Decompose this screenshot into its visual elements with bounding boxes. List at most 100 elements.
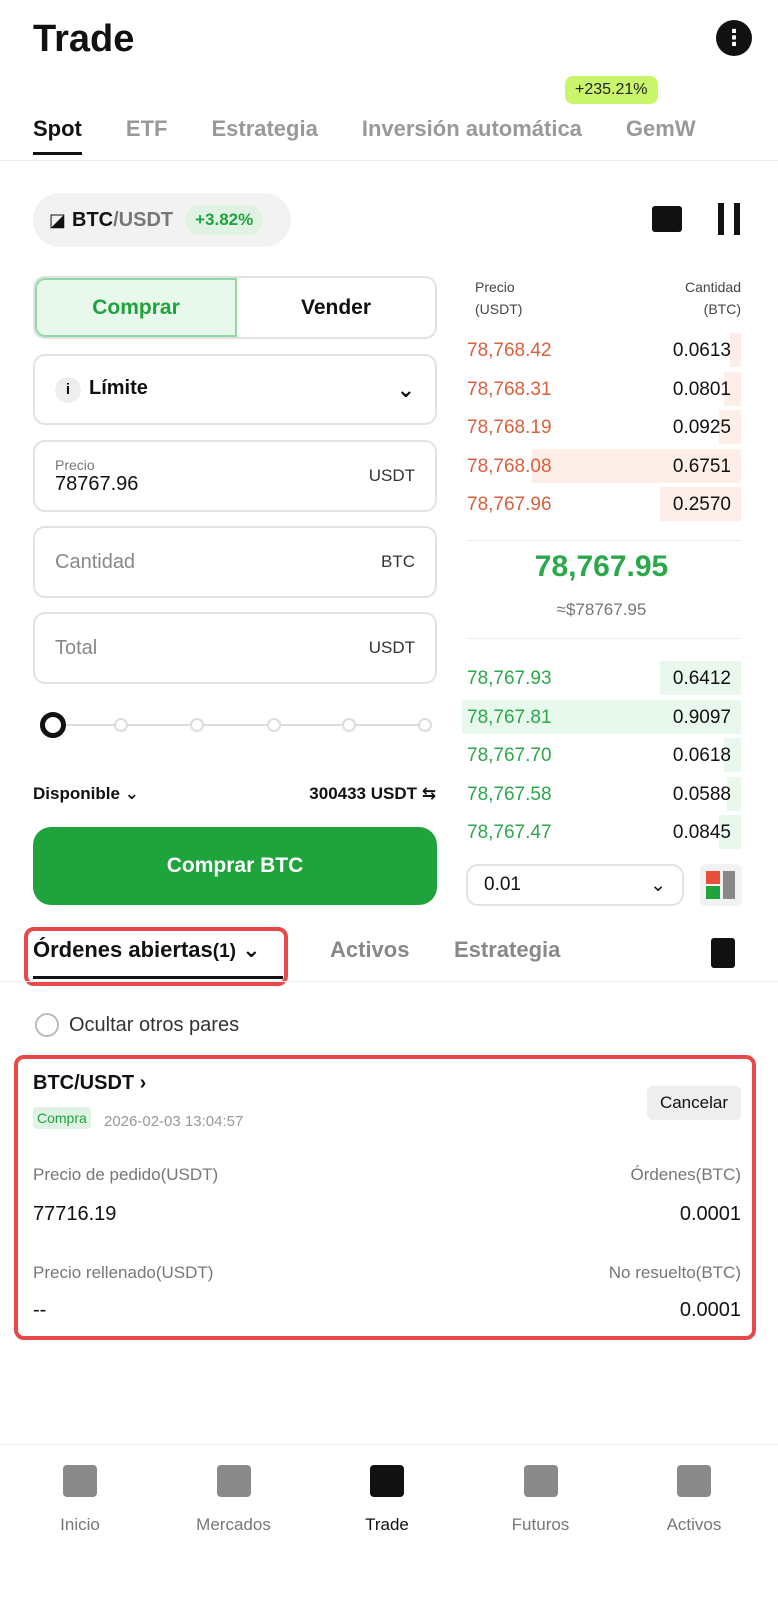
nav-item-mercados[interactable]: Mercados: [174, 1465, 294, 1535]
total-input[interactable]: Total USDT: [33, 612, 437, 684]
ask-qty: 0.2570: [672, 494, 731, 515]
filled-price-value: --: [33, 1299, 47, 1321]
depth-bar: [729, 333, 741, 367]
depth-bar: [718, 410, 741, 444]
promo-badge: +235.21%: [565, 76, 658, 104]
bid-row[interactable]: 78,767.81 0.9097: [462, 698, 741, 736]
ask-price: 78,768.19: [467, 417, 552, 438]
ask-qty: 0.0925: [672, 417, 731, 438]
unfilled-label: No resuelto(BTC): [608, 1263, 741, 1282]
chart-alert-icon[interactable]: [652, 206, 682, 232]
order-pair-link[interactable]: BTC/USDT ›: [33, 1072, 147, 1094]
ask-row[interactable]: 78,768.42 0.0613: [462, 331, 741, 369]
page-title: Trade: [33, 18, 135, 60]
price-input[interactable]: Precio 78767.96 USDT: [33, 440, 437, 512]
depth-bar: [724, 371, 741, 406]
nav-label: Inicio: [60, 1515, 100, 1534]
bid-row[interactable]: 78,767.93 0.6412: [462, 659, 741, 697]
depth-bar: [531, 448, 741, 483]
divider: [0, 160, 778, 161]
nav-label: Mercados: [196, 1515, 271, 1534]
order-price-label: Precio de pedido(USDT): [33, 1165, 219, 1184]
open-order-card: BTC/USDT › Compra 2026-02-03 13:04:57 Ca…: [14, 1055, 756, 1340]
slider-handle[interactable]: [40, 712, 66, 738]
tab-etf[interactable]: ETF: [125, 116, 168, 141]
bid-price: 78,767.58: [467, 783, 552, 805]
hide-other-pairs-label: Ocultar otros pares: [69, 1013, 240, 1036]
ask-price: 78,767.96: [467, 494, 552, 515]
pair-selector[interactable]: ◪ BTC/USDT +3.82%: [33, 193, 291, 247]
tab-open-orders[interactable]: Órdenes abiertas(1) ⌄: [33, 937, 261, 962]
total-unit: USDT: [368, 638, 415, 657]
bid-row[interactable]: 78,767.47 0.0845: [462, 813, 741, 851]
orderbook-price-header: Precio (USDT): [475, 279, 523, 317]
precision-select[interactable]: 0.01 ⌄: [466, 864, 684, 906]
order-side-badge: Compra: [33, 1107, 91, 1129]
tab-inversion-automatica[interactable]: Inversión automática: [361, 116, 582, 141]
main-tabs: Spot ETF Estrategia Inversión automática…: [33, 116, 740, 155]
bid-row[interactable]: 78,767.70 0.0618: [462, 736, 741, 774]
ask-qty: 0.6751: [672, 455, 731, 477]
pair-logo-icon: ◪: [49, 209, 67, 230]
available-balance: 300433 USDT ⇆: [309, 784, 436, 804]
nav-item-trade[interactable]: Trade: [327, 1465, 447, 1535]
available-toggle[interactable]: Disponible ⌄: [33, 784, 139, 804]
ask-row[interactable]: 78,767.96 0.2570: [462, 485, 741, 523]
available-label: Disponible: [33, 784, 120, 803]
chevron-down-icon: ⌄: [124, 784, 139, 803]
depth-bar: [724, 738, 741, 772]
tab-estrategia-orders[interactable]: Estrategia: [454, 937, 561, 962]
transfer-icon[interactable]: ⇆: [421, 784, 436, 803]
nav-label: Activos: [666, 1515, 722, 1534]
ask-qty: 0.0613: [672, 340, 731, 361]
ask-price: 78,768.31: [467, 378, 552, 400]
home-icon: [63, 1465, 97, 1497]
order-history-icon[interactable]: [711, 938, 735, 968]
order-type-value: Límite: [89, 376, 148, 399]
bid-row[interactable]: 78,767.58 0.0588: [462, 775, 741, 813]
nav-item-futuros[interactable]: Futuros: [481, 1465, 601, 1535]
depth-bar: [718, 815, 741, 849]
info-icon: i: [55, 376, 81, 403]
nav-item-inicio[interactable]: Inicio: [20, 1465, 140, 1535]
order-time: 2026-02-03 13:04:57: [104, 1113, 244, 1130]
wallet-icon: [677, 1465, 711, 1497]
depth-bar: [660, 487, 741, 521]
order-type-select[interactable]: i Límite ⌄: [33, 354, 437, 425]
depth-bar: [727, 776, 741, 811]
orderbook-layout-icon[interactable]: [700, 864, 742, 906]
bid-price: 78,767.47: [467, 822, 552, 843]
quantity-input[interactable]: Cantidad BTC: [33, 526, 437, 598]
chevron-down-icon: ⌄: [650, 874, 666, 896]
tab-gemw[interactable]: GemW: [625, 116, 696, 141]
amount-slider[interactable]: [40, 712, 432, 738]
more-options-icon[interactable]: ⋮: [716, 20, 752, 56]
tab-spot[interactable]: Spot: [33, 116, 82, 155]
buy-tab[interactable]: Comprar: [35, 278, 237, 337]
nav-item-activos[interactable]: Activos: [634, 1465, 754, 1535]
ask-row[interactable]: 78,768.08 0.6751: [462, 447, 741, 485]
price-value: 78767.96: [55, 472, 139, 495]
bottom-nav: Inicio Mercados Trade Futuros Activos: [0, 1444, 778, 1600]
available-value: 300433 USDT: [309, 784, 418, 803]
candlestick-chart-icon[interactable]: [718, 203, 740, 235]
buy-btc-button[interactable]: Comprar BTC: [33, 827, 437, 905]
filled-price-label: Precio rellenado(USDT): [33, 1263, 214, 1282]
orders-qty-label: Órdenes(BTC): [630, 1165, 741, 1184]
ask-row[interactable]: 78,768.31 0.0801: [462, 370, 741, 408]
total-placeholder: Total: [55, 636, 98, 659]
candlestick-icon: [370, 1465, 404, 1497]
sell-tab[interactable]: Vender: [300, 295, 372, 319]
cancel-order-button[interactable]: Cancelar: [646, 1086, 741, 1120]
tab-activos[interactable]: Activos: [330, 937, 410, 962]
depth-bar: [660, 661, 741, 695]
ask-row[interactable]: 78,768.19 0.0925: [462, 408, 741, 446]
open-orders-highlight: [24, 927, 288, 986]
orderbook-qty-header: Cantidad (BTC): [684, 279, 741, 317]
last-price: 78,767.95: [534, 550, 669, 583]
ask-price: 78,768.42: [467, 340, 552, 361]
price-label: Precio: [55, 456, 95, 473]
tab-estrategia[interactable]: Estrategia: [211, 116, 318, 141]
hide-other-pairs-checkbox[interactable]: Ocultar otros pares: [35, 1013, 239, 1037]
nav-label: Trade: [365, 1515, 409, 1534]
